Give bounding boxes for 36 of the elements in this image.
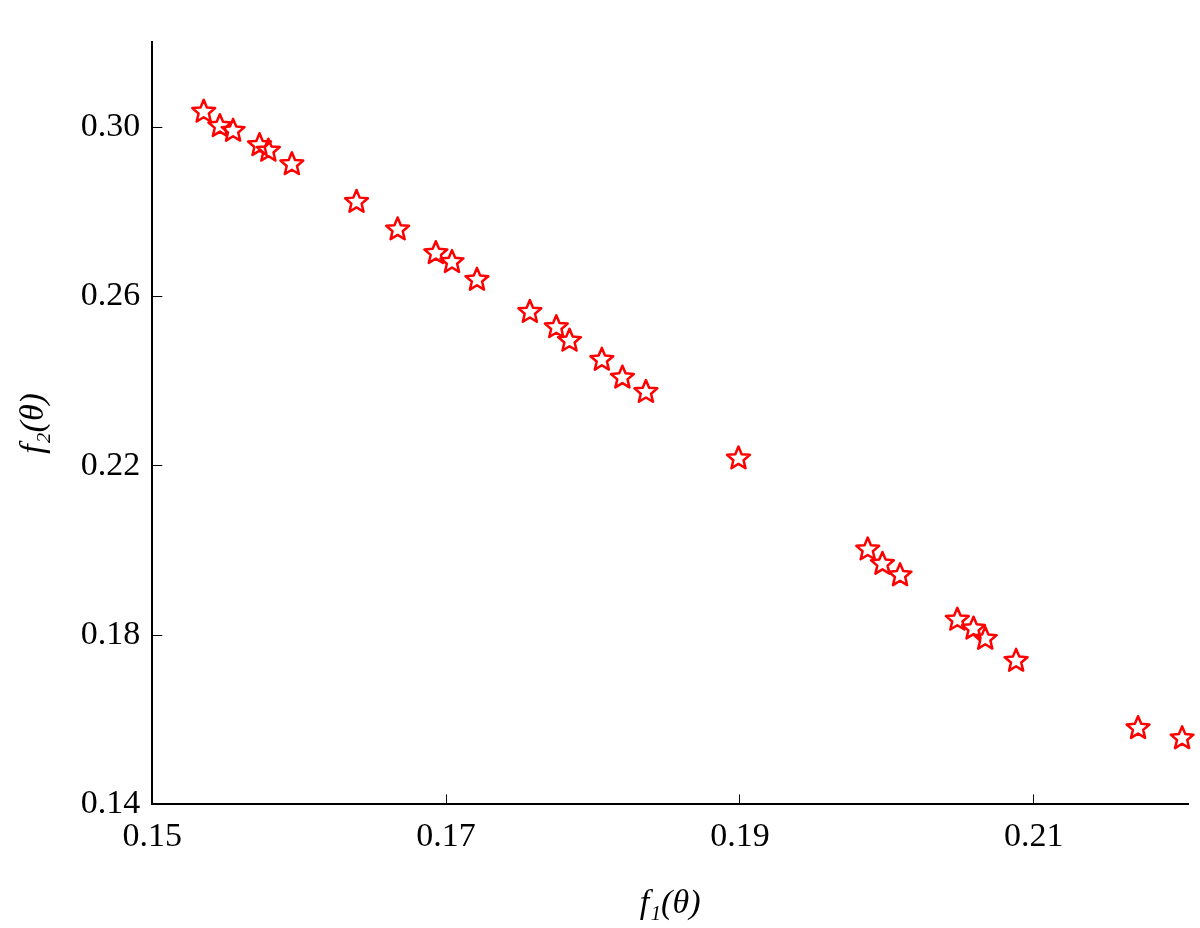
point [633,378,659,404]
point [384,216,411,241]
point [609,364,636,389]
x-axis-title: f₁(θ) [639,882,701,921]
point [972,625,998,650]
x-tick-label: 0.19 [710,815,770,853]
point [725,445,752,470]
point [423,239,449,265]
point [191,98,217,123]
x-tick-label: 0.21 [1004,815,1064,853]
point [255,137,282,162]
point [220,117,246,142]
point [517,298,543,324]
point [464,266,490,291]
y-tick-label: 0.30 [80,105,141,143]
point [543,314,569,339]
point [207,112,233,138]
point [1169,725,1195,750]
y-axis-title: f₂(θ) [13,393,52,454]
y-tick-label: 0.18 [80,613,141,651]
y-tick-label: 0.26 [80,275,141,313]
point [246,132,273,157]
point [855,536,881,561]
point [887,562,913,587]
point [556,327,583,352]
point [1003,647,1029,672]
point [589,346,615,371]
point [960,615,987,640]
x-tick-label: 0.17 [416,815,476,853]
point [869,550,896,575]
y-tick-label: 0.22 [80,444,141,482]
point [343,188,370,213]
point [439,248,465,274]
point [279,151,305,176]
point [944,606,971,631]
point [1125,714,1151,740]
